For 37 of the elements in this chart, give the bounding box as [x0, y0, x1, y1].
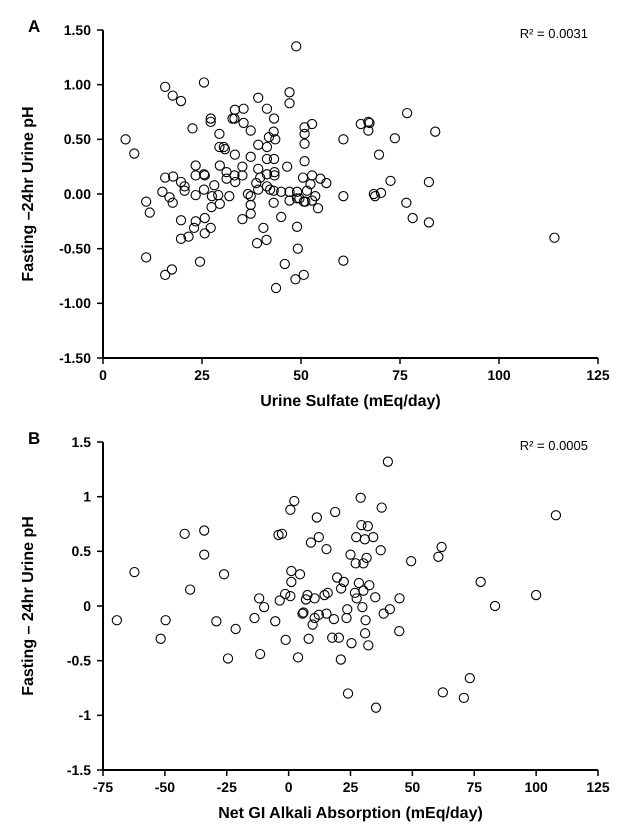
y-tick-label: 0.50 — [64, 131, 92, 148]
x-tick-label: 0 — [284, 779, 293, 795]
x-axis-title: Net GI Alkali Absorption (mEq/day) — [218, 805, 483, 822]
y-tick-label: 0 — [83, 598, 92, 614]
x-tick-label: 75 — [392, 367, 408, 383]
x-tick-label: 125 — [586, 367, 610, 383]
annotation: R² = 0.0005 — [520, 438, 588, 453]
x-tick-label: 100 — [487, 367, 511, 383]
x-axis-title: Urine Sulfate (mEq/day) — [260, 393, 441, 410]
x-tick-label: 0 — [99, 367, 108, 383]
x-tick-label: 100 — [524, 779, 548, 795]
y-tick-label: -1 — [78, 707, 92, 724]
y-tick-label: -1.50 — [59, 350, 92, 366]
y-tick-label: 0.5 — [72, 543, 92, 560]
y-tick-label: 1.00 — [64, 76, 92, 93]
x-tick-label: 75 — [466, 779, 482, 795]
y-tick-label: -0.50 — [59, 240, 92, 257]
x-tick-label: 25 — [194, 367, 210, 383]
y-axis-title: Fasting –24hr Urine pH — [20, 106, 37, 282]
x-tick-label: -50 — [154, 779, 176, 795]
annotation: R² = 0.0031 — [520, 26, 588, 41]
y-tick-label: -0.5 — [66, 652, 92, 669]
y-axis-title: Fasting – 24hr Urine pH — [20, 516, 37, 696]
y-tick-label: 0.00 — [64, 186, 92, 202]
y-tick-label: 1.5 — [72, 434, 92, 450]
y-tick-label: -1.00 — [59, 295, 92, 312]
x-tick-label: -25 — [216, 779, 238, 795]
x-tick-label: 125 — [586, 779, 610, 795]
x-tick-label: -75 — [92, 779, 114, 795]
x-tick-label: 50 — [293, 367, 309, 383]
y-tick-label: -1.5 — [66, 762, 92, 778]
y-tick-label: 1 — [83, 488, 92, 505]
chart-title: B — [28, 429, 40, 448]
x-tick-label: 50 — [404, 779, 420, 795]
x-tick-label: 25 — [342, 779, 358, 795]
y-tick-label: 1.50 — [64, 22, 92, 38]
chart-title: A — [28, 17, 40, 36]
